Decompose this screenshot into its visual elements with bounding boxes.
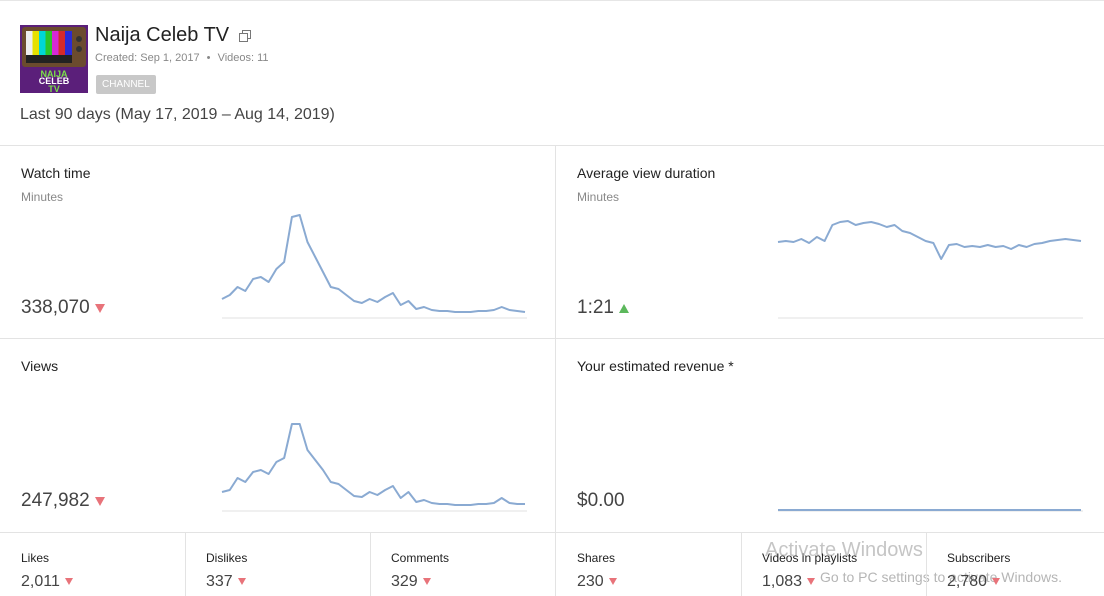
date-range[interactable]: Last 90 days (May 17, 2019 – Aug 14, 201… — [20, 106, 335, 123]
stat-value-row: 1,083 — [762, 573, 816, 591]
sparkline — [221, 214, 526, 313]
stat-value-row: 337 — [206, 573, 246, 591]
divider — [741, 533, 742, 596]
stat-value-row: 230 — [577, 573, 617, 591]
channel-title[interactable]: Naija Celeb TV — [95, 24, 230, 46]
stat-value: 1,083 — [762, 573, 803, 590]
channel-badge: CHANNEL — [96, 75, 156, 94]
channel-meta: Created: Sep 1, 2017 • Videos: 11 — [95, 52, 269, 64]
divider — [555, 145, 556, 596]
trend-arrow — [422, 578, 431, 586]
thumbnail-text: CELEB — [39, 76, 70, 86]
thumbnail-text: TV — [48, 84, 60, 93]
created-date: Created: Sep 1, 2017 — [95, 52, 200, 64]
stat-value: 329 — [391, 573, 418, 590]
watermark-title: Activate Windows — [765, 539, 923, 561]
card-value: 247,982 — [21, 490, 90, 511]
card-title: Views — [21, 358, 59, 374]
separator: • — [206, 52, 211, 64]
card-value: 338,070 — [21, 297, 90, 318]
trend-arrow — [94, 497, 105, 507]
stat-label: Likes — [21, 551, 50, 565]
trend-arrow — [94, 304, 105, 314]
card-value-row: $0.00 — [577, 490, 625, 512]
card-value: 1:21 — [577, 297, 614, 318]
stat-label: Shares — [577, 551, 616, 565]
card-value: $0.00 — [577, 490, 625, 511]
trend-arrow — [64, 578, 73, 586]
stat-value: 2,780 — [947, 573, 988, 590]
channel-thumbnail[interactable]: NAIJA CELEB TV — [20, 25, 88, 93]
trend-arrow — [608, 578, 617, 586]
divider — [926, 533, 927, 596]
card-unit: Minutes — [577, 190, 620, 204]
card-title: Watch time — [21, 165, 91, 181]
trend-arrow — [992, 578, 1001, 586]
card-unit: Minutes — [21, 190, 64, 204]
divider — [0, 145, 1104, 146]
divider — [0, 338, 1104, 339]
divider — [185, 533, 186, 596]
external-link-icon[interactable] — [239, 30, 251, 42]
stat-value: 2,011 — [21, 573, 60, 590]
stat-label: Dislikes — [206, 551, 248, 565]
sparkline — [777, 220, 1082, 260]
divider — [0, 532, 1104, 533]
stat-label: Subscribers — [947, 551, 1011, 565]
card-title: Your estimated revenue * — [577, 358, 734, 374]
divider — [370, 533, 371, 596]
stat-label: Videos in playlists — [762, 551, 858, 565]
stat-value-row: 329 — [391, 573, 431, 591]
sparkline — [221, 423, 525, 506]
card-value-row: 247,982 — [21, 490, 105, 512]
stat-value-row: 2,011 — [21, 573, 73, 591]
card-title: Average view duration — [577, 165, 716, 181]
stat-value: 337 — [206, 573, 233, 590]
trend-arrow — [618, 304, 629, 314]
card-value-row: 338,070 — [21, 297, 105, 319]
stat-value: 230 — [577, 573, 604, 590]
watermark-subtitle: Go to PC settings to activate Windows. — [820, 569, 1062, 585]
stat-label: Comments — [391, 551, 450, 565]
video-count: Videos: 11 — [217, 52, 269, 64]
trend-arrow — [807, 578, 816, 586]
stat-value-row: 2,780 — [947, 573, 1001, 591]
trend-arrow — [237, 578, 246, 586]
thumbnail-text: NAIJA — [40, 69, 68, 79]
card-value-row: 1:21 — [577, 297, 629, 319]
